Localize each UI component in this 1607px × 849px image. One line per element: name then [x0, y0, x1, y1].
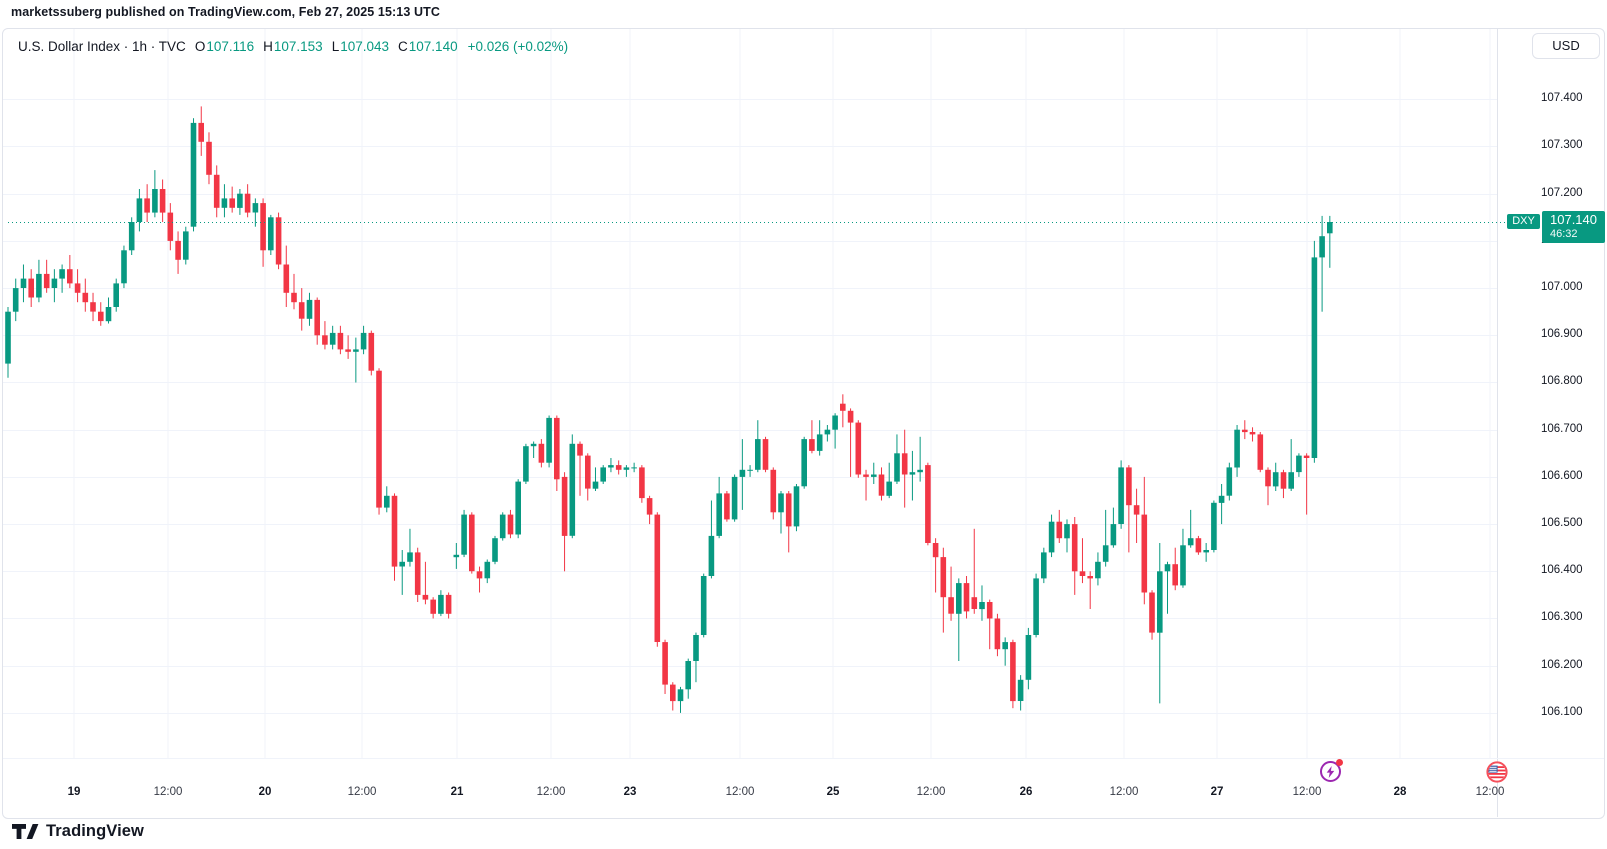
us-flag-economic-event-icon[interactable] [1486, 761, 1508, 783]
time-axis-label: 12:00 [916, 786, 946, 798]
price-axis-label: 106.200 [1541, 658, 1583, 671]
tradingview-logo-text: TradingView [46, 822, 144, 840]
time-axis-label: 27 [1210, 786, 1224, 798]
symbol-price-line-badge: DXY [1507, 214, 1540, 229]
time-axis-label: 12:00 [1109, 786, 1139, 798]
bar-countdown: 46:32 [1550, 228, 1578, 240]
price-axis-label: 106.300 [1541, 611, 1583, 624]
price-axis-label: 107.200 [1541, 186, 1583, 199]
time-axis-label: 23 [623, 786, 637, 798]
lightning-economic-event-icon[interactable] [1320, 759, 1343, 782]
time-axis-label: 12:00 [725, 786, 755, 798]
price-axis-label: 106.500 [1541, 517, 1583, 530]
ohlc-item: L107.043 [331, 39, 390, 54]
lightning-icon [1320, 761, 1341, 782]
tradingview-logo[interactable]: TradingView [12, 822, 144, 841]
time-axis-label: 28 [1393, 786, 1407, 798]
chart-legend: U.S. Dollar Index · 1h · TVC O107.116 H107… [18, 39, 568, 54]
time-axis-label: 12:00 [153, 786, 183, 798]
price-axis-label: 106.400 [1541, 564, 1583, 577]
event-alert-dot [1336, 759, 1343, 766]
last-price-value: 107.140 [1550, 212, 1597, 227]
price-axis-label: 106.700 [1541, 422, 1583, 435]
price-axis-label: 106.600 [1541, 469, 1583, 482]
time-axis-label: 19 [67, 786, 81, 798]
time-axis-label: 25 [826, 786, 840, 798]
ohlc-item: C107.140 [398, 39, 458, 54]
last-price-pill: 107.140 46:32 [1542, 211, 1605, 243]
time-axis-label: 21 [450, 786, 464, 798]
price-axis-label: 107.300 [1541, 139, 1583, 152]
time-axis-label: 12:00 [1475, 786, 1505, 798]
time-axis-label: 26 [1019, 786, 1033, 798]
price-axis-label: 107.400 [1541, 92, 1583, 105]
time-axis-label: 12:00 [347, 786, 377, 798]
price-axis-label: 107.000 [1541, 281, 1583, 294]
price-axis-label: 106.100 [1541, 705, 1583, 718]
ohlc-item: H107.153 [263, 39, 323, 54]
symbol-title[interactable]: U.S. Dollar Index · 1h · TVC [18, 39, 186, 54]
price-axis-label: 106.900 [1541, 328, 1583, 341]
time-axis-label: 20 [258, 786, 272, 798]
time-axis-label: 12:00 [536, 786, 566, 798]
price-axis-label: 106.800 [1541, 375, 1583, 388]
us-flag-icon [1486, 761, 1508, 783]
publish-attribution: marketssuberg published on TradingView.c… [11, 5, 440, 19]
currency-usd-button[interactable]: USD [1532, 33, 1600, 59]
ohlc-item: O107.116 [194, 39, 255, 54]
ohlc-values: O107.116 H107.153 L107.043 C107.140 [186, 39, 458, 54]
time-axis-label: 12:00 [1292, 786, 1322, 798]
change-value: +0.026 (+0.02%) [467, 39, 569, 54]
tradingview-logo-icon [12, 824, 39, 839]
